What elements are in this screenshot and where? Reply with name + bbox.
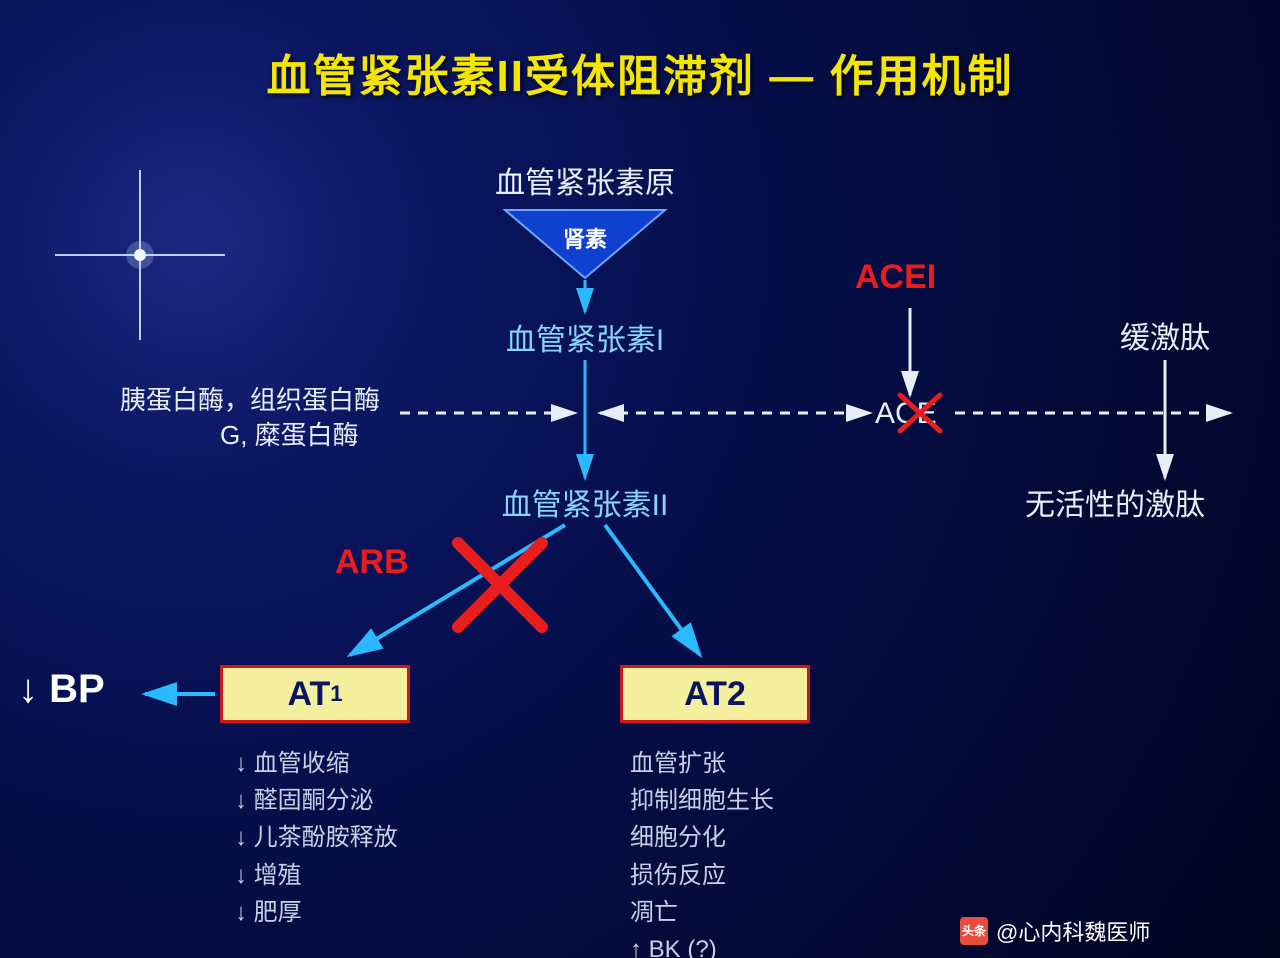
at1-effect-item: ↓ 肥厚 [235, 894, 398, 931]
at1-effect-item: ↓ 增殖 [235, 857, 398, 894]
node-angiotensin2: 血管紧张素II [490, 480, 680, 524]
label-enzymes-line2: G, 糜蛋白酶 [220, 415, 359, 452]
node-bradykinin: 缓激肽 [1120, 313, 1210, 357]
node-renin: 肾素 [555, 222, 615, 254]
watermark-text: @心内科魏医师 [996, 915, 1150, 947]
box-at2-label: AT2 [684, 675, 746, 714]
cross-arb-icon [458, 543, 542, 627]
toutiao-logo-icon: 头条 [960, 917, 988, 945]
box-at1: AT1 [220, 665, 410, 723]
at2-effect-item: ↑ BK (?) [630, 931, 774, 958]
arrow-ang2-to-at2 [605, 525, 700, 655]
at2-effect-item: 血管扩张 [630, 745, 774, 782]
at2-effect-item: 损伤反应 [630, 857, 774, 894]
node-ace: ACE [875, 397, 937, 431]
star-flare-icon [55, 170, 225, 340]
slide-title: 血管紧张素II受体阻滞剂 — 作用机制 [0, 40, 1280, 104]
box-at2: AT2 [620, 665, 810, 723]
at1-effect-item: ↓ 血管收缩 [235, 745, 398, 782]
at2-effect-item: 抑制细胞生长 [630, 782, 774, 819]
box-at1-label: AT [287, 675, 330, 714]
label-arb: ARB [335, 543, 409, 582]
at1-effect-item: ↓ 醛固酮分泌 [235, 782, 398, 819]
at2-effect-item: 凋亡 [630, 894, 774, 931]
label-acei: ACEI [855, 258, 936, 297]
at2-effect-item: 细胞分化 [630, 819, 774, 856]
at2-effects-list: 血管扩张抑制细胞生长细胞分化损伤反应凋亡↑ BK (?) [630, 745, 774, 958]
box-at1-sub: 1 [330, 681, 342, 707]
label-enzymes-line1: 胰蛋白酶，组织蛋白酶 [120, 380, 380, 417]
at1-effects-list: ↓ 血管收缩↓ 醛固酮分泌↓ 儿茶酚胺释放↓ 增殖↓ 肥厚 [235, 745, 398, 931]
node-inactive-peptide: 无活性的激肽 [1025, 480, 1205, 524]
watermark: 头条 @心内科魏医师 [960, 915, 1150, 947]
label-bp: ↓ BP [18, 667, 105, 712]
at1-effect-item: ↓ 儿茶酚胺释放 [235, 819, 398, 856]
node-angiotensinogen: 血管紧张素原 [480, 158, 690, 202]
node-angiotensin1: 血管紧张素I [490, 315, 680, 359]
